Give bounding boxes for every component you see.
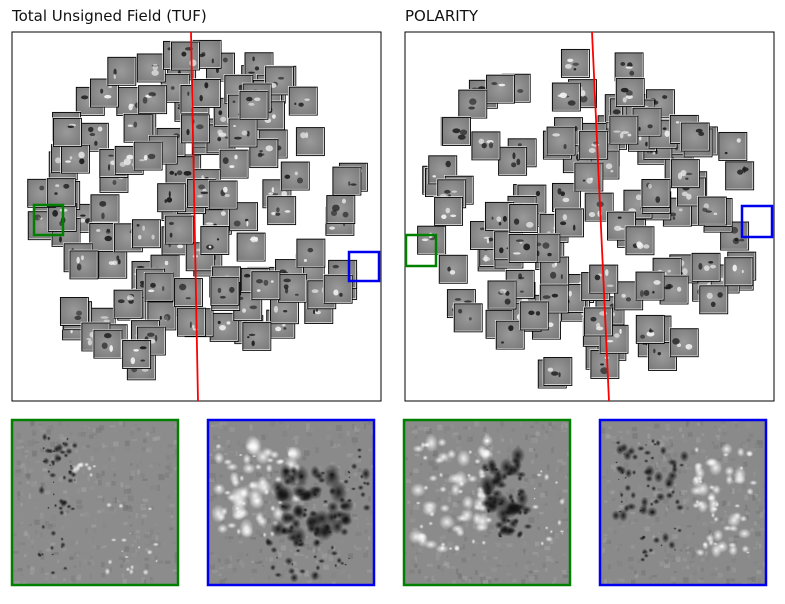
polarity-patch-tile: [554, 207, 584, 238]
tuf-blue-highlight: [347, 250, 381, 283]
tuf-patch-tile: [164, 214, 194, 245]
tuf-patch-tile: [52, 117, 82, 147]
tuf-patch-tile: [173, 277, 203, 307]
tuf-patch-tile: [180, 113, 210, 144]
tuf-patch-tile: [112, 289, 143, 319]
polarity-patch-tile: [438, 254, 468, 284]
polarity-patch-tile: [624, 225, 655, 256]
tuf-patch-tile: [295, 238, 326, 268]
polarity-patch-tile: [723, 256, 754, 287]
polarity-patch-tile: [615, 77, 645, 107]
tuf-patch-tile: [209, 276, 240, 306]
tuf-patch-tile: [227, 117, 258, 148]
zoom-tuf-green: [10, 418, 180, 587]
polarity-patch-tile: [698, 284, 729, 315]
polarity-patch-tile: [495, 320, 525, 350]
tuf-patch-tile: [89, 193, 120, 224]
polarity-patch-tile: [669, 327, 699, 358]
polarity-patch-tile: [640, 178, 671, 208]
polarity-patch-tile: [453, 302, 483, 333]
tuf-patch-tile: [199, 225, 230, 255]
tuf-green-highlight: [32, 203, 65, 237]
polarity-patch-tile: [497, 146, 528, 176]
tuf-patch-tile: [250, 270, 281, 301]
polarity-patch-tile: [560, 48, 590, 78]
tuf-patch-tile: [146, 300, 177, 331]
tuf-patch-tile: [68, 249, 99, 280]
zoom-polarity-green: [402, 418, 572, 587]
tuf-patch-tile: [121, 339, 152, 369]
tuf-patch-tile: [280, 160, 310, 191]
polarity-patch-tile: [690, 252, 721, 282]
tuf-patch-tile: [238, 90, 269, 120]
polarity-patch-tile: [551, 81, 581, 112]
tuf-panel-title: Total Unsigned Field (TUF): [12, 7, 207, 25]
tuf-trend-line: [190, 31, 199, 402]
tuf-patch-tile: [191, 78, 221, 108]
tuf-patch-tile: [92, 329, 123, 359]
tuf-patch-tile: [295, 126, 325, 157]
polarity-patch-tile: [507, 233, 538, 263]
polarity-patch-tile: [608, 114, 639, 145]
tuf-patch-tile: [133, 140, 163, 171]
tuf-patch-tile: [59, 296, 89, 326]
tuf-patch-tile: [46, 177, 76, 208]
polarity-patch-tile: [578, 130, 609, 160]
tuf-patch-tile: [236, 231, 266, 262]
tuf-patch-tile: [185, 241, 215, 272]
polarity-patch-tile: [441, 116, 471, 146]
polarity-patch-tile: [717, 131, 748, 161]
polarity-green-highlight: [404, 233, 438, 268]
tuf-patch-tile: [88, 222, 119, 252]
polarity-trend-line: [591, 31, 610, 402]
polarity-patch-tile: [457, 88, 488, 119]
tuf-patch-tile: [170, 40, 200, 71]
polarity-patch-tile: [583, 306, 613, 337]
zoom-tuf-blue: [206, 418, 376, 587]
tuf-patch-cloud: [26, 39, 368, 381]
polarity-patch-tile: [485, 74, 515, 104]
polarity-patch-tile: [613, 51, 644, 82]
tuf-patch-tile: [143, 271, 174, 302]
polarity-patch-tile: [635, 314, 665, 344]
polarity-patch-tile: [589, 349, 620, 379]
polarity-patch-tile: [697, 195, 727, 226]
polarity-patch-tile: [433, 196, 464, 226]
tuf-patch-tile: [137, 84, 168, 115]
polarity-patch-tile: [545, 125, 576, 156]
polarity-patch-tile: [724, 160, 755, 191]
polarity-panel-title: POLARITY: [405, 7, 478, 25]
polarity-patch-tile: [508, 203, 539, 233]
polarity-patch-tile: [680, 121, 710, 152]
tuf-patch-tile: [288, 86, 318, 116]
polarity-patch-cloud: [416, 48, 757, 389]
polarity-patch-tile: [416, 225, 447, 255]
polarity-patch-tile: [519, 300, 549, 331]
tuf-patch-tile: [277, 273, 308, 303]
polarity-blue-highlight: [740, 204, 774, 239]
polarity-patch-tile: [670, 158, 700, 189]
polarity-patch-tile: [470, 130, 501, 161]
tuf-patch-tile: [218, 148, 249, 179]
tuf-patch-tile: [325, 194, 356, 225]
polarity-patch-tile: [484, 201, 514, 231]
tuf-patch-tile: [97, 249, 128, 279]
tuf-patch-tile: [176, 307, 206, 337]
polarity-patch-tile: [486, 279, 517, 310]
tuf-patch-tile: [323, 274, 353, 304]
tuf-patch-tile: [106, 56, 137, 86]
polarity-patch-tile: [634, 270, 665, 301]
tuf-patch-tile: [207, 179, 238, 210]
zoom-polarity-blue: [598, 418, 768, 587]
tuf-patch-tile: [60, 143, 90, 174]
tuf-patch-tile: [241, 321, 272, 351]
tuf-patch-tile: [122, 113, 153, 143]
tuf-patch-tile: [156, 182, 187, 213]
tuf-patch-tile: [136, 52, 166, 83]
polarity-patch-tile: [542, 356, 573, 386]
tuf-patch-tile: [266, 195, 297, 226]
tuf-patch-tile: [331, 165, 362, 196]
tuf-patch-tile: [131, 218, 161, 249]
